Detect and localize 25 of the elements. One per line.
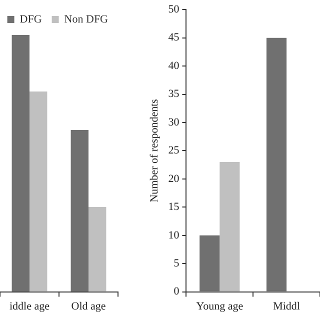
x-tick-label: Old age (71, 300, 106, 312)
bar (266, 38, 287, 292)
bar (12, 35, 30, 292)
legend-label: DFG (20, 13, 42, 26)
y-tick-label: 50 (168, 3, 180, 16)
bar (30, 91, 48, 292)
y-tick-label: 15 (168, 201, 180, 214)
y-tick-label: 25 (168, 144, 180, 157)
y-tick-label: 35 (168, 88, 180, 100)
y-tick-label: 10 (168, 229, 180, 242)
bar (220, 162, 240, 292)
legend-label: Non DFG (64, 13, 108, 26)
bar (200, 235, 220, 292)
y-tick-label: 0 (174, 286, 180, 298)
bar (70, 130, 88, 292)
y-tick-label: 40 (168, 60, 180, 72)
y-tick-label: 30 (168, 116, 180, 128)
bar (88, 207, 106, 292)
x-tick-label: Young age (196, 300, 244, 312)
y-tick-label: 20 (168, 172, 180, 185)
x-tick-label: iddle age (9, 300, 50, 312)
y-tick-label: 5 (174, 257, 180, 270)
y-tick-label: 45 (168, 32, 180, 44)
x-tick-label: Middl (273, 300, 300, 312)
y-axis-title: Number of respondents (148, 99, 160, 202)
